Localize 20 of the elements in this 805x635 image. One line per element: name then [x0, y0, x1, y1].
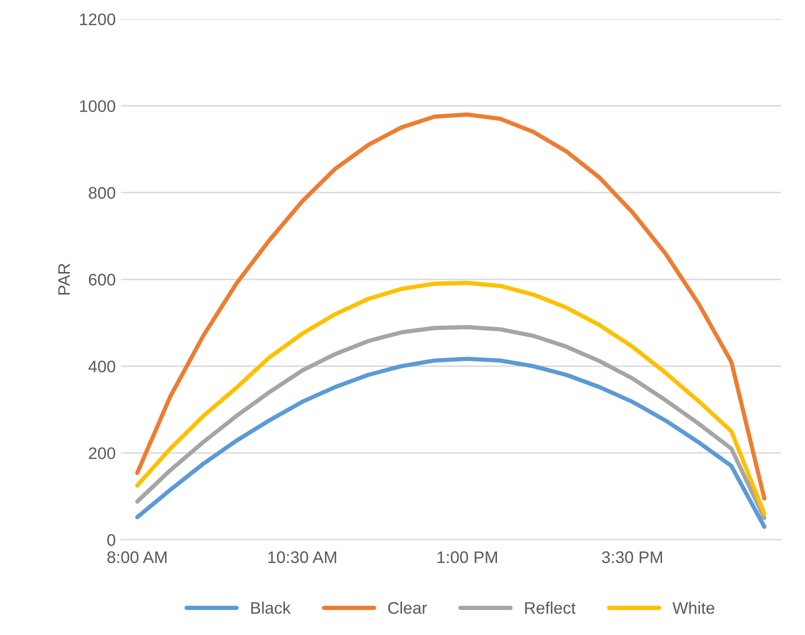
x-tick-label: 10:30 AM: [268, 551, 336, 564]
x-tick-label: 3:30 PM: [602, 551, 662, 564]
x-tick-label: 1:00 PM: [438, 551, 497, 564]
y-axis-title: PAR: [58, 264, 70, 295]
line-series: [135, 356, 766, 529]
legend-label: White: [672, 602, 714, 614]
y-tick-label: 400: [88, 360, 116, 372]
y-tick-label: 1000: [80, 100, 116, 112]
legend-label: Clear: [388, 602, 427, 614]
y-tick-label: 800: [88, 187, 116, 199]
y-tick-label: 200: [88, 447, 116, 460]
y-tick-label: 600: [88, 274, 116, 286]
x-tick-label: 8:00 AM: [107, 551, 166, 564]
legend-label: Reflect: [525, 602, 576, 614]
legend-label: Black: [251, 602, 291, 614]
line-series: [135, 325, 766, 520]
line-series: [135, 280, 766, 516]
y-tick-label: 0: [107, 534, 116, 546]
line-series: [135, 112, 766, 501]
y-tick-label: 1200: [80, 13, 116, 26]
